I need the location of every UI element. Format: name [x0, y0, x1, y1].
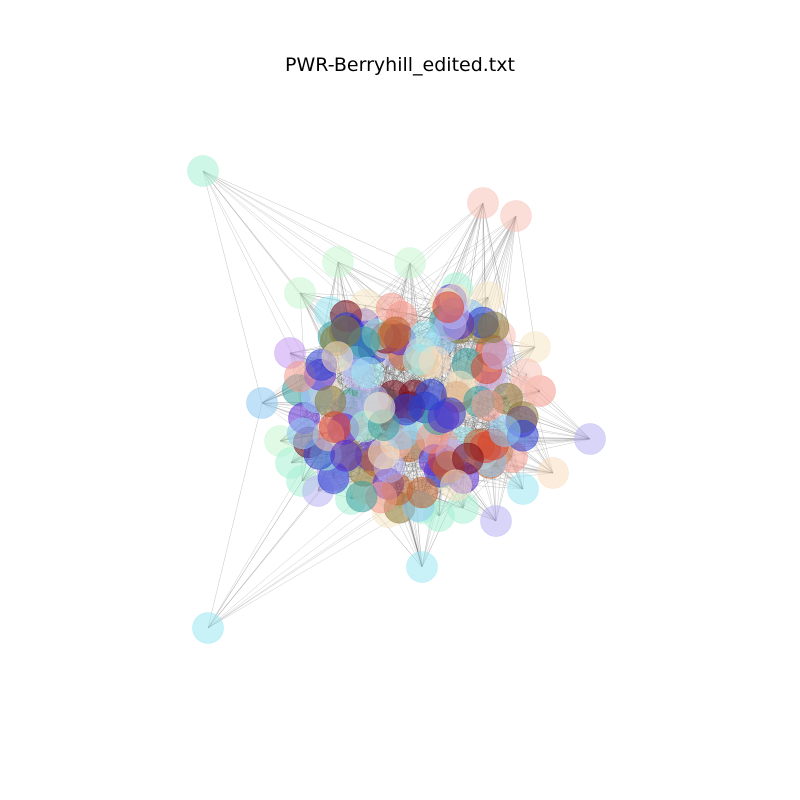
network-node: [330, 439, 362, 472]
node-layer: [187, 155, 606, 644]
network-node: [488, 415, 521, 447]
network-node: [319, 411, 351, 443]
network-node: [418, 345, 451, 378]
network-node: [406, 551, 438, 583]
network-node: [322, 246, 354, 278]
network-node: [507, 473, 539, 505]
edge: [202, 170, 411, 264]
network-node: [394, 247, 426, 279]
network-node: [452, 442, 484, 475]
network-node: [471, 389, 504, 422]
network-node: [284, 277, 316, 309]
network-node: [574, 423, 606, 455]
network-node: [432, 291, 465, 324]
network-node: [379, 316, 412, 349]
network-node: [467, 187, 499, 219]
network-node: [406, 476, 439, 509]
edge: [207, 402, 263, 629]
network-node: [321, 341, 354, 373]
network-node: [286, 417, 319, 450]
network-node: [351, 356, 384, 389]
network-node: [192, 612, 224, 644]
network-node: [345, 480, 378, 513]
network-node: [187, 155, 219, 187]
network-node: [537, 457, 569, 489]
edge: [337, 261, 446, 321]
network-node: [440, 469, 472, 502]
network-node: [246, 387, 278, 419]
network-node: [477, 311, 510, 344]
edge: [207, 480, 303, 629]
edge: [207, 496, 362, 629]
figure-title: PWR-Berryhill_edited.txt: [285, 54, 515, 76]
edge: [515, 215, 536, 348]
edge: [202, 170, 454, 314]
edge: [202, 170, 446, 304]
network-node: [480, 505, 512, 537]
edge: [202, 170, 263, 404]
network-node: [481, 337, 514, 370]
network-node: [500, 200, 532, 232]
edge: [202, 170, 339, 263]
network-node: [519, 331, 551, 363]
network-node: [363, 391, 396, 424]
edge: [202, 170, 337, 341]
network-node: [415, 378, 447, 411]
